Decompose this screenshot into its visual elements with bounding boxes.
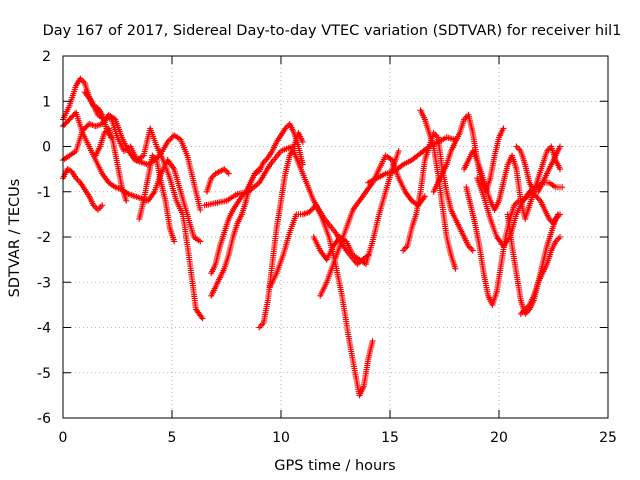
y-tick-label: -6 <box>37 411 51 427</box>
series-markers-8 <box>208 120 306 277</box>
y-axis-label: SDTVAR / TECUs <box>7 179 23 298</box>
series-markers-1 <box>60 166 106 213</box>
y-tick-label: -3 <box>37 275 51 291</box>
y-tick-label: 1 <box>42 94 51 110</box>
series-markers-23 <box>517 234 563 317</box>
x-tick-label: 20 <box>490 430 508 446</box>
series-markers-12 <box>267 202 376 399</box>
y-tick-label: -5 <box>37 366 51 382</box>
x-axis-label: GPS time / hours <box>274 458 395 474</box>
x-tick-label: 0 <box>59 430 68 446</box>
y-tick-label: -1 <box>37 185 51 201</box>
series-markers-7 <box>203 166 232 195</box>
y-tick-label: 0 <box>42 140 51 156</box>
series-markers-24 <box>513 143 563 195</box>
series-markers-4 <box>81 89 206 322</box>
x-tick-label: 15 <box>381 430 399 446</box>
x-tick-label: 5 <box>168 430 177 446</box>
y-tick-label: -2 <box>37 230 51 246</box>
x-tick-label: 10 <box>272 430 290 446</box>
series-markers-6 <box>136 152 178 245</box>
x-tick-label: 25 <box>599 430 617 446</box>
chart-title: Day 167 of 2017, Sidereal Day-to-day VTE… <box>43 23 622 39</box>
axis-ticks: 0 5 10 15 20 25 -6 -5 -4 -3 -2 -1 0 1 2 <box>37 49 617 446</box>
y-tick-label: -4 <box>37 321 51 337</box>
series-markers-5 <box>92 125 130 204</box>
series-markers-9 <box>208 166 263 299</box>
grid-lines <box>63 56 608 418</box>
y-tick-label: 2 <box>42 49 51 65</box>
